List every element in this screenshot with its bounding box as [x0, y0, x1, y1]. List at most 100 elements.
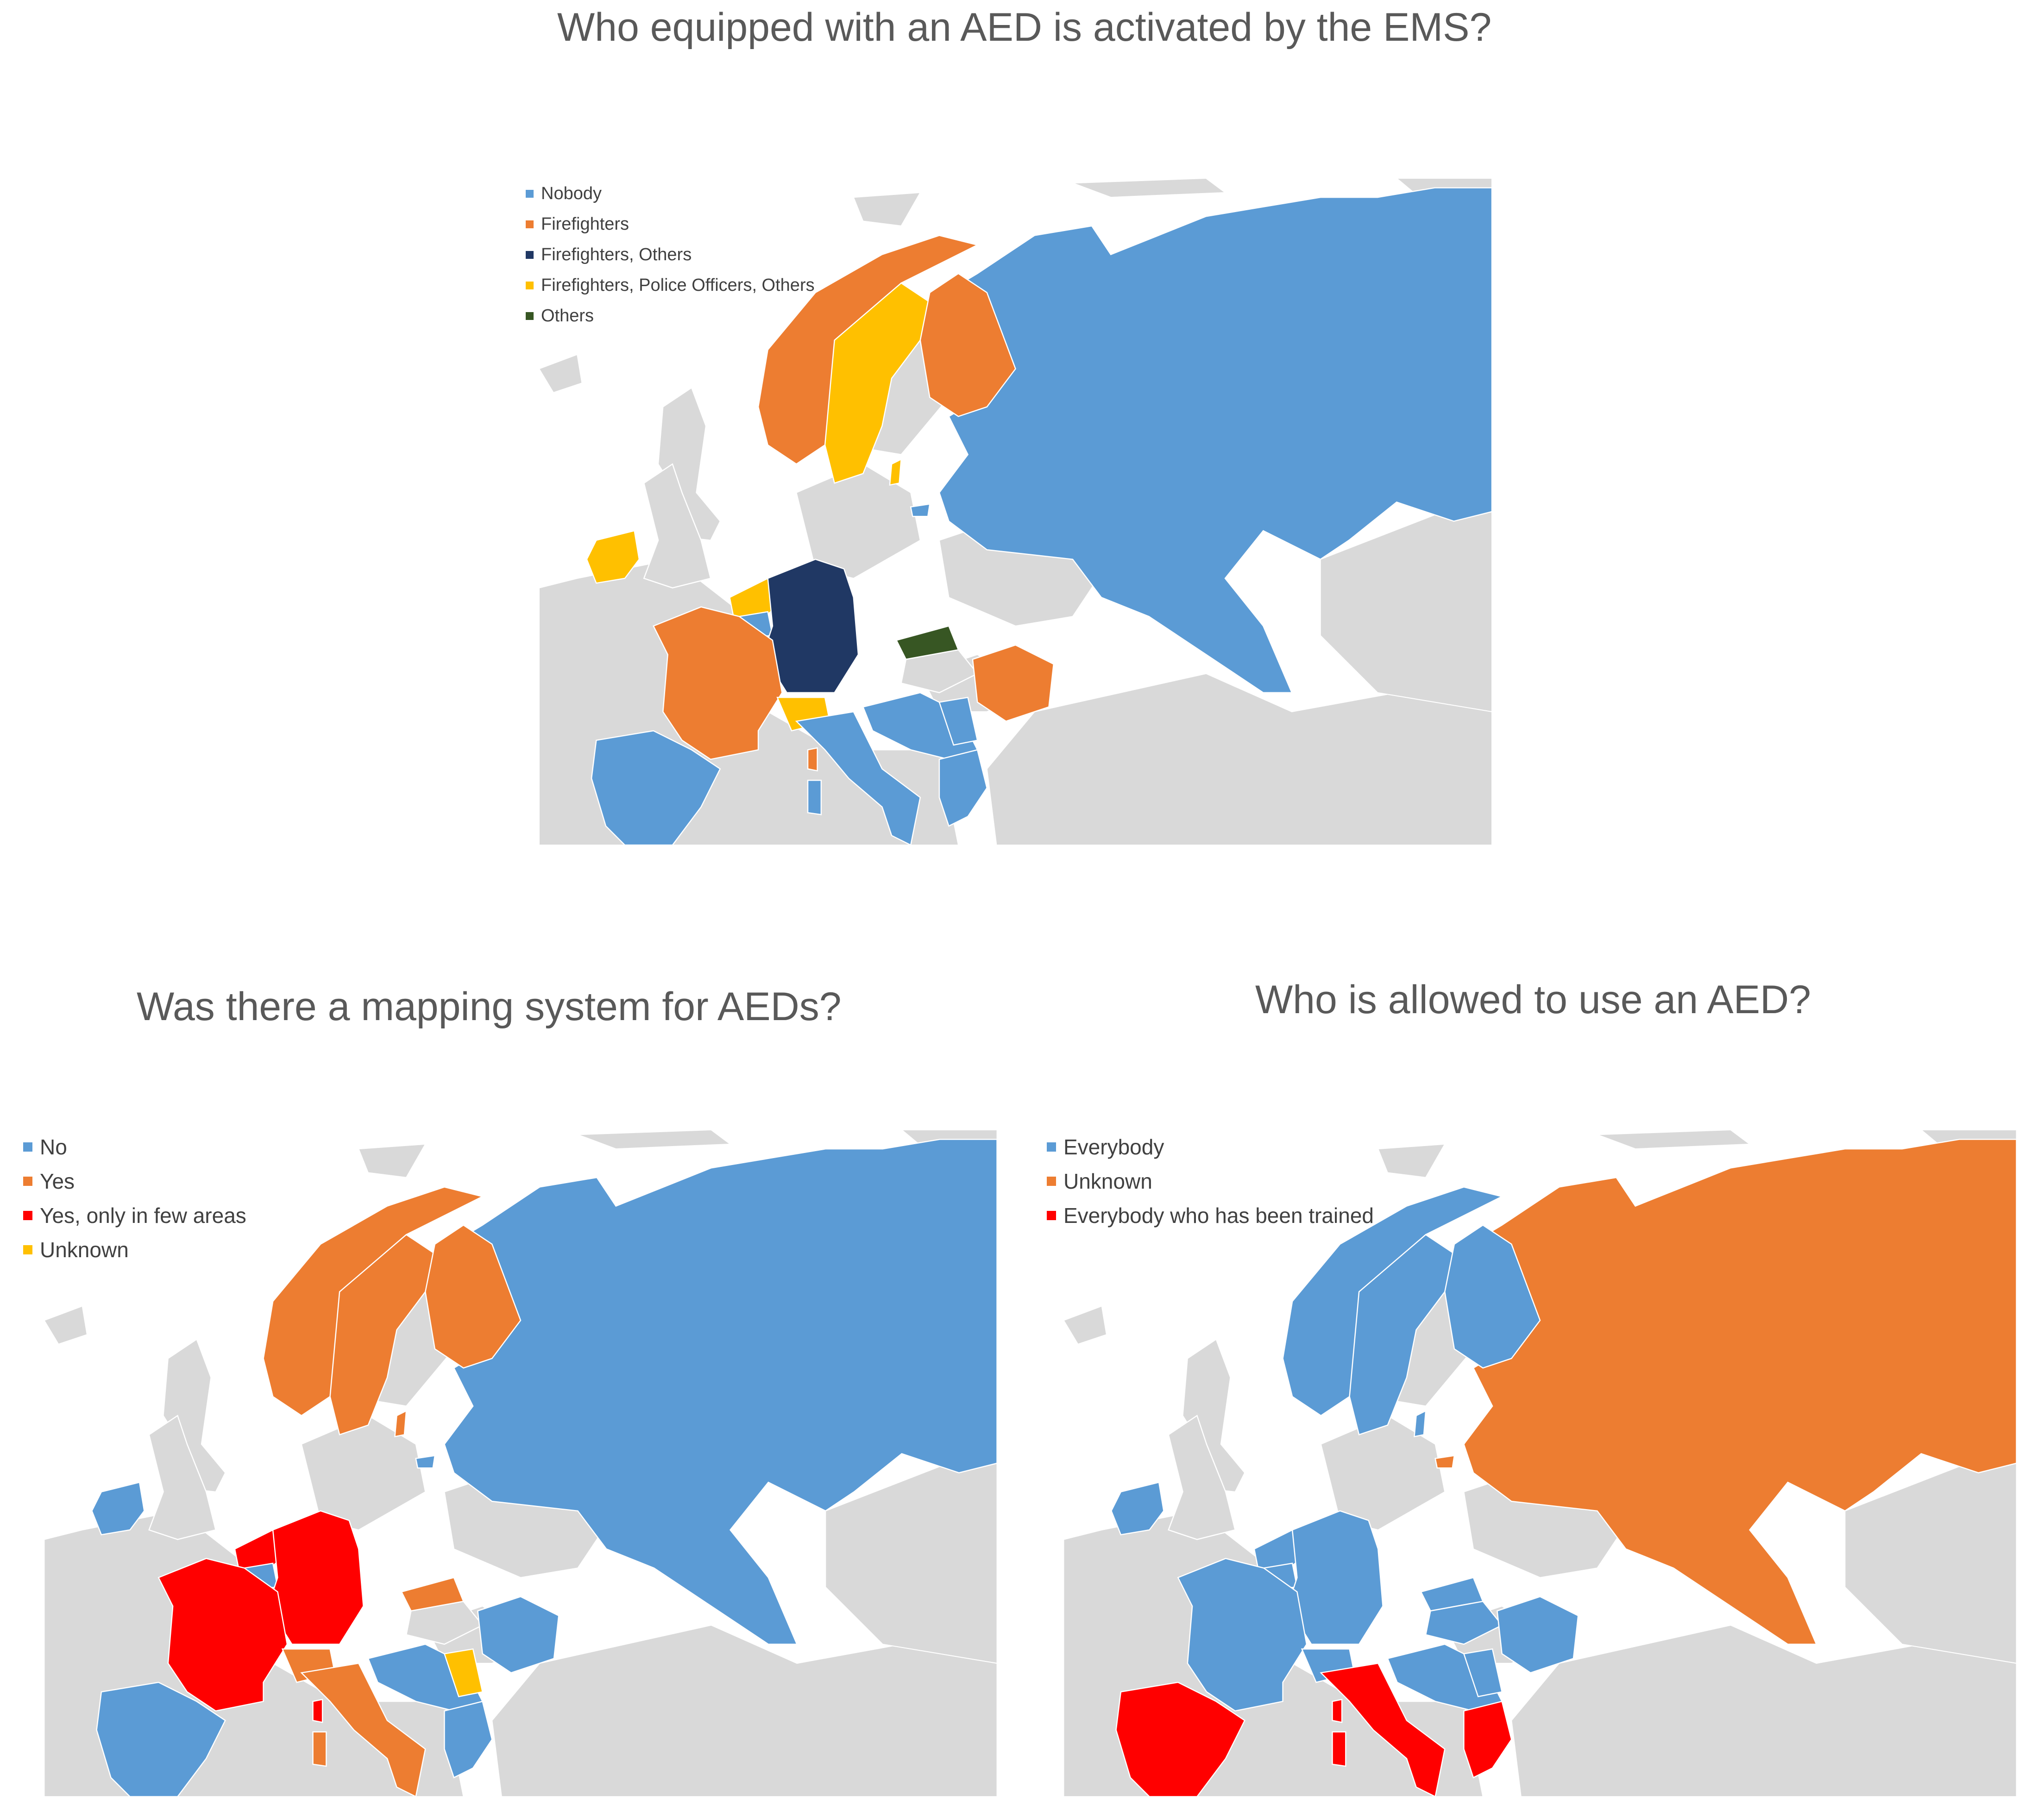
country-uk [1168, 1415, 1236, 1540]
legend-item: Yes, only in few areas [23, 1198, 246, 1233]
country-uk [148, 1415, 217, 1540]
country-sweden [1349, 1234, 1455, 1435]
country-sardinia [807, 779, 822, 815]
legend-swatch [23, 1177, 32, 1186]
country-corsica [807, 747, 818, 772]
map-title-mapping-system: Was there a mapping system for AEDs? [137, 984, 842, 1029]
legend-label: Everybody [1063, 1135, 1164, 1159]
legend-item: Nobody [526, 178, 815, 209]
country-romania [972, 644, 1055, 722]
legend-swatch [526, 189, 534, 198]
land-shape [578, 1130, 732, 1150]
country-romania [477, 1596, 560, 1673]
land-shape [358, 1143, 427, 1178]
legend-label: Yes [40, 1169, 75, 1193]
country-serbia [938, 696, 978, 746]
legend-item: No [23, 1130, 246, 1164]
country-hungary [900, 649, 979, 694]
legend-item: Firefighters, Police Officers, Others [526, 270, 815, 301]
country-gotland [889, 458, 902, 486]
legend-swatch [23, 1211, 32, 1220]
country-france [1177, 1558, 1308, 1712]
map-panel-ems-activation: Nobody Firefighters Firefighters, Others Fi… [521, 178, 1510, 845]
legend-label: Firefighters [541, 214, 629, 234]
country-russia [919, 187, 1493, 694]
legend-swatch [526, 281, 534, 289]
country-greece [1463, 1700, 1512, 1779]
land-shape [538, 354, 583, 394]
legend-label: Firefighters, Others [541, 244, 692, 264]
legend-swatch [1047, 1177, 1056, 1186]
country-france [157, 1558, 288, 1712]
legend-swatch [526, 312, 534, 320]
legend-item: Everybody who has been trained [1047, 1198, 1374, 1233]
map-panel-allowed-users: Everybody Unknown Everybody who has been t… [1038, 1130, 2043, 1797]
legend-swatch [23, 1142, 32, 1152]
country-finland [919, 273, 1016, 417]
country-hungary [1425, 1600, 1503, 1645]
country-gotland [1414, 1410, 1427, 1437]
country-russia [1444, 1139, 2017, 1645]
legend-swatch [23, 1245, 32, 1254]
legend-mapping-system: No Yes Yes, only in few areas Unknown [23, 1130, 246, 1267]
country-kaliningrad [910, 503, 931, 517]
legend-swatch [526, 251, 534, 259]
land-shape [1072, 178, 1226, 198]
legend-label: Nobody [541, 183, 602, 203]
legend-allowed-users: Everybody Unknown Everybody who has been t… [1047, 1130, 1374, 1233]
legend-label: No [40, 1135, 67, 1159]
legend-ems-activation: Nobody Firefighters Firefighters, Others Fi… [526, 178, 815, 331]
country-gotland [394, 1410, 407, 1437]
country-finland [425, 1224, 522, 1369]
legend-item: Firefighters [526, 209, 815, 239]
europe-map-allowed-users [1063, 1130, 2017, 1797]
country-greece [444, 1700, 493, 1779]
country-spain [96, 1681, 226, 1797]
country-greece [938, 749, 988, 827]
country-sardinia [312, 1731, 327, 1767]
country-serbia [443, 1648, 484, 1698]
country-sardinia [1332, 1731, 1346, 1767]
country-kaliningrad [415, 1455, 436, 1469]
legend-label: Others [541, 306, 594, 326]
country-italy [300, 1662, 426, 1797]
country-kaliningrad [1434, 1455, 1455, 1469]
country-ireland [1110, 1481, 1164, 1535]
legend-item: Yes [23, 1164, 246, 1198]
legend-swatch [1047, 1211, 1056, 1220]
country-corsica [1332, 1698, 1343, 1723]
map-title-ems-activation: Who equipped with an AED is activated by… [557, 5, 1492, 50]
land-shape [1063, 1305, 1107, 1345]
legend-swatch [1047, 1142, 1056, 1152]
country-romania [1497, 1596, 1579, 1673]
legend-label: Unknown [1063, 1169, 1152, 1193]
country-spain [591, 730, 721, 845]
legend-label: Everybody who has been trained [1063, 1203, 1374, 1228]
country-russia [424, 1139, 998, 1645]
legend-item: Others [526, 301, 815, 331]
land-shape [1377, 1143, 1446, 1178]
country-france [653, 606, 783, 760]
europe-map-mapping-system [43, 1130, 998, 1797]
country-uk [643, 463, 711, 589]
legend-swatch [526, 220, 534, 228]
map-panel-mapping-system: No Yes Yes, only in few areas Unknown [14, 1130, 1027, 1797]
legend-label: Firefighters, Police Officers, Others [541, 275, 815, 295]
legend-item: Unknown [23, 1233, 246, 1267]
land-shape [43, 1305, 88, 1345]
europe-map-ems-activation [538, 178, 1493, 845]
legend-label: Yes, only in few areas [40, 1203, 246, 1228]
country-hungary [405, 1600, 484, 1645]
country-ireland [91, 1481, 145, 1535]
land-shape [853, 192, 921, 226]
country-spain [1115, 1681, 1245, 1797]
country-italy [1320, 1662, 1446, 1797]
country-ireland [586, 530, 640, 584]
country-corsica [312, 1698, 323, 1723]
legend-item: Everybody [1047, 1130, 1374, 1164]
legend-label: Unknown [40, 1238, 129, 1262]
country-serbia [1463, 1648, 1503, 1698]
country-sweden [824, 282, 931, 484]
legend-item: Unknown [1047, 1164, 1374, 1198]
map-title-allowed-users: Who is allowed to use an AED? [1255, 978, 1811, 1022]
